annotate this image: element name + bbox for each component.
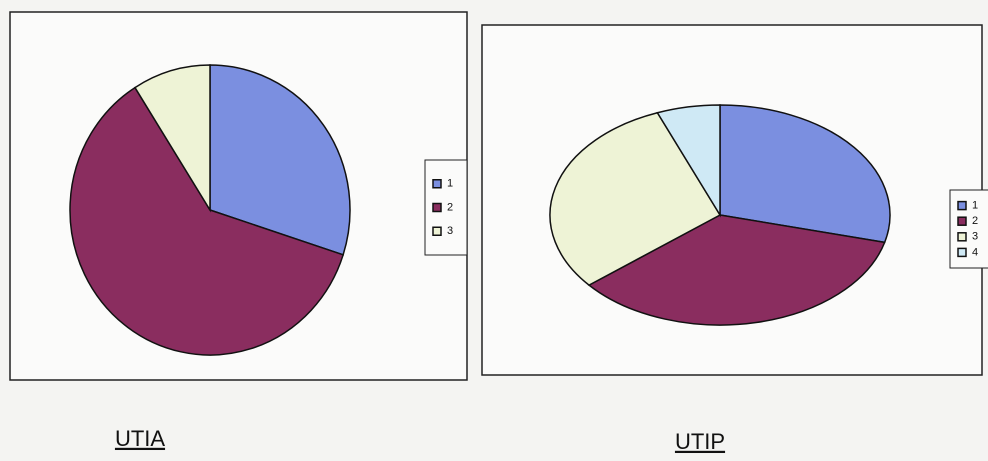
legend-swatch [432,179,442,189]
pie-slice [719,104,891,244]
pie-slice [587,214,886,326]
legend-label: 4 [972,246,978,258]
legend-label: 1 [447,178,453,190]
legend-swatch [957,216,967,226]
chart-title: UTIP [675,429,725,454]
legend-label: 1 [972,200,978,212]
legend-label: 2 [972,215,978,227]
pie-slice [69,86,345,356]
pie-slice [209,64,351,256]
legend-swatch [957,247,967,258]
legend-box [949,189,988,269]
legend-swatch [432,202,442,213]
legend-label: 3 [447,225,453,237]
pie-slice [549,111,722,287]
legend-label: 3 [972,231,978,243]
chart-title: UTIA [115,426,165,451]
legend-swatch [432,226,442,236]
legend-label: 2 [447,201,453,213]
legend-swatch [957,232,967,242]
pie-slice [656,104,721,218]
pie-slice [133,64,211,213]
legend-box [424,159,468,256]
legend-swatch [957,200,967,211]
